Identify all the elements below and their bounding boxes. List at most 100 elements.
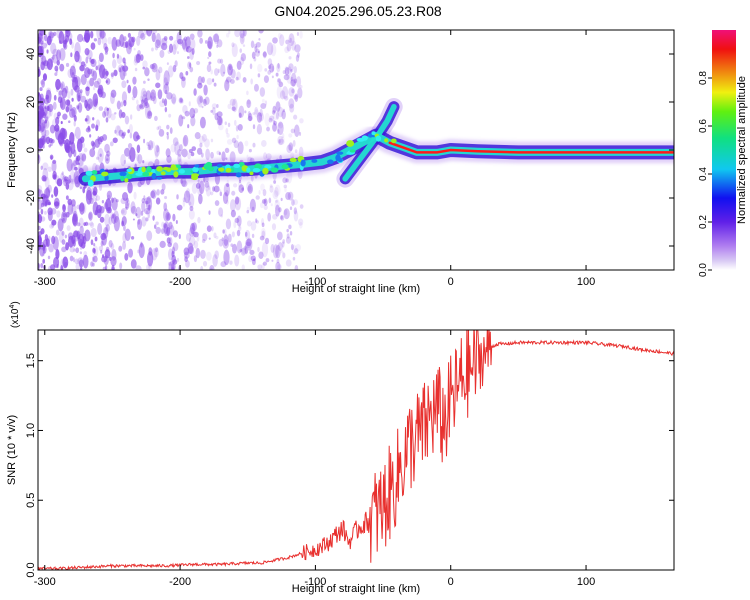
noise-speck	[38, 231, 43, 236]
noise-speck	[218, 116, 223, 126]
noise-speck	[57, 111, 61, 117]
ridge-blob	[289, 157, 297, 163]
noise-speck	[288, 87, 295, 97]
noise-speck	[76, 33, 84, 43]
noise-speck	[53, 126, 57, 132]
noise-speck	[265, 258, 270, 263]
ridge-blob	[311, 158, 318, 163]
noise-speck	[229, 260, 233, 265]
noise-speck	[150, 141, 155, 149]
noise-speck	[41, 55, 47, 66]
noise-speck	[92, 245, 99, 258]
noise-speck	[80, 241, 86, 249]
noise-speck	[147, 251, 154, 267]
noise-speck	[169, 224, 175, 236]
noise-speck	[79, 251, 83, 255]
noise-speck	[200, 265, 204, 270]
noise-speck	[197, 216, 201, 224]
noise-speck	[289, 103, 295, 113]
noise-speck	[289, 206, 293, 211]
noise-speck	[234, 30, 241, 38]
noise-speck	[286, 75, 292, 84]
noise-speck	[106, 107, 109, 111]
noise-speck	[69, 131, 75, 145]
noise-speck	[276, 63, 281, 73]
noise-speck	[281, 133, 285, 139]
noise-speck	[210, 267, 213, 270]
noise-speck	[154, 39, 161, 49]
noise-speck	[240, 53, 247, 62]
noise-speck	[125, 202, 131, 208]
noise-speck	[121, 132, 125, 139]
noise-speck	[129, 132, 133, 139]
noise-speck	[188, 101, 191, 107]
noise-speck	[89, 148, 96, 158]
noise-speck	[148, 204, 151, 210]
noise-speck	[40, 46, 44, 52]
noise-speck	[281, 110, 286, 120]
noise-speck	[44, 105, 47, 110]
noise-speck	[166, 62, 169, 66]
noise-speck	[93, 86, 96, 91]
noise-speck	[142, 66, 146, 70]
noise-speck	[283, 208, 290, 220]
noise-speck	[220, 261, 227, 268]
spectrogram-x-label: Height of straight line (km)	[292, 283, 420, 295]
noise-speck	[69, 170, 76, 185]
noise-speck	[64, 234, 68, 239]
noise-speck	[208, 61, 212, 65]
noise-speck	[137, 249, 141, 254]
noise-speck	[46, 49, 49, 54]
noise-speck	[261, 222, 265, 228]
noise-speck	[271, 75, 274, 79]
noise-speck	[137, 50, 141, 57]
noise-speck	[251, 51, 256, 59]
y-tick-label: 20	[25, 96, 37, 108]
noise-speck	[290, 244, 294, 251]
noise-speck	[201, 105, 204, 109]
noise-speck	[58, 230, 64, 243]
noise-speck	[155, 33, 161, 47]
ridge-blob	[249, 171, 254, 176]
noise-speck	[147, 78, 150, 81]
noise-speck	[124, 228, 131, 241]
noise-speck	[263, 198, 268, 206]
noise-speck	[65, 242, 70, 251]
noise-speck	[42, 106, 48, 117]
noise-speck	[280, 215, 283, 220]
noise-speck	[107, 207, 112, 214]
noise-speck	[231, 137, 237, 144]
noise-speck	[248, 148, 252, 153]
noise-speck	[120, 101, 124, 108]
noise-speck	[127, 129, 130, 134]
noise-speck	[213, 68, 219, 76]
noise-speck	[290, 128, 296, 134]
noise-speck	[264, 112, 271, 127]
noise-speck	[282, 239, 286, 244]
noise-speck	[220, 63, 226, 77]
noise-speck	[253, 56, 257, 62]
noise-speck	[51, 219, 57, 226]
noise-speck	[223, 183, 231, 197]
noise-speck	[76, 222, 81, 227]
noise-speck	[262, 261, 267, 266]
noise-speck	[53, 256, 60, 268]
noise-speck	[254, 107, 259, 115]
noise-speck	[269, 185, 274, 193]
noise-speck	[136, 135, 141, 140]
noise-speck	[211, 225, 214, 232]
noise-speck	[284, 66, 290, 75]
noise-speck	[146, 30, 153, 37]
noise-speck	[257, 50, 260, 54]
noise-speck	[174, 141, 181, 156]
noise-speck	[40, 263, 44, 269]
noise-speck	[247, 183, 253, 194]
noise-speck	[222, 239, 229, 249]
noise-speck	[128, 124, 133, 134]
noise-speck	[279, 34, 285, 47]
noise-speck	[251, 258, 256, 266]
noise-speck	[190, 38, 196, 51]
noise-speck	[105, 224, 110, 232]
noise-speck	[144, 197, 151, 205]
noise-speck	[267, 70, 272, 75]
